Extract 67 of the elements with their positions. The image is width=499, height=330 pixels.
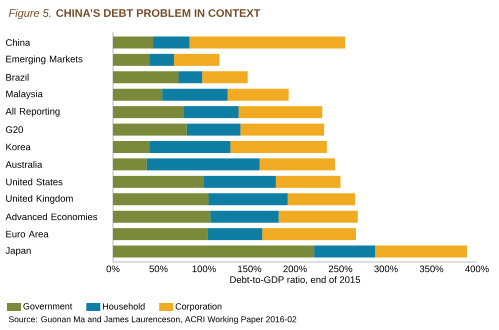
bar — [228, 88, 289, 101]
bar — [262, 228, 356, 240]
bar — [186, 124, 240, 136]
bar — [113, 246, 314, 258]
y-tick-label: Japan — [6, 247, 31, 256]
bar — [153, 36, 190, 48]
bar — [189, 36, 346, 48]
x-tick-label: 200% — [283, 266, 307, 272]
bar — [113, 176, 204, 188]
y-tick-label: Euro Area — [6, 230, 49, 238]
y-tick-label: All Reporting — [5, 108, 60, 117]
bar — [162, 88, 228, 101]
bar — [113, 210, 210, 223]
bar — [238, 106, 322, 118]
y-tick-label: Advanced Economies — [5, 213, 98, 220]
bar — [113, 54, 150, 66]
source-note: Source: Guonan Ma and James Laurenceson, ACRI Working Paper 2016-02 — [8, 316, 296, 324]
bar — [174, 54, 220, 66]
bar — [146, 158, 260, 170]
bar — [278, 210, 358, 223]
y-tick-label: China — [6, 38, 30, 46]
chart-title: Figure 5. CHINA’S DEBT PROBLEM IN CONTEXT — [8, 8, 260, 20]
legend-label: Household — [103, 302, 145, 310]
bar — [113, 193, 209, 206]
y-tick-label: United States — [6, 178, 62, 186]
y-tick-label: Brazil — [6, 74, 29, 81]
bar — [240, 124, 324, 136]
bar — [208, 193, 288, 206]
bar — [208, 228, 262, 240]
bar — [113, 71, 179, 84]
y-tick-label: United Kingdom — [6, 194, 73, 204]
bar — [314, 246, 376, 258]
bar — [113, 228, 208, 240]
bar — [230, 141, 327, 153]
y-tick-label: Emerging Markets — [6, 55, 82, 64]
bar — [178, 71, 202, 84]
bar — [204, 176, 276, 188]
x-tick-label: 150% — [238, 266, 262, 272]
bar — [113, 124, 187, 136]
bar — [113, 141, 150, 153]
x-tick-label: 400% — [465, 266, 489, 272]
y-tick-label: G20 — [6, 126, 23, 133]
bar — [276, 176, 340, 188]
x-tick-label: 100% — [192, 266, 216, 272]
x-axis-title: Debt-to-GDP ratio, end of 2015 — [230, 276, 360, 284]
bar — [375, 246, 467, 258]
bar — [149, 141, 230, 153]
x-tick-label: 0% — [106, 266, 120, 272]
bar — [113, 36, 154, 48]
legend-label: Government — [23, 303, 72, 310]
y-tick-label: Australia — [5, 160, 42, 168]
y-tick-label: Malaysia — [6, 90, 43, 100]
bar — [184, 106, 239, 118]
bar — [210, 210, 279, 223]
y-tick-label: Korea — [6, 144, 31, 150]
bar — [260, 158, 336, 170]
bar — [202, 71, 248, 84]
bar — [113, 158, 147, 170]
legend-label: Corporation — [176, 302, 222, 312]
x-tick-label: 50% — [149, 266, 168, 272]
bar — [113, 88, 162, 101]
bar — [113, 106, 184, 118]
x-tick-label: 350% — [420, 266, 444, 272]
x-tick-label: 250% — [328, 266, 352, 272]
x-tick-label: 300% — [374, 266, 398, 272]
bar — [149, 54, 174, 66]
bar — [288, 193, 356, 206]
